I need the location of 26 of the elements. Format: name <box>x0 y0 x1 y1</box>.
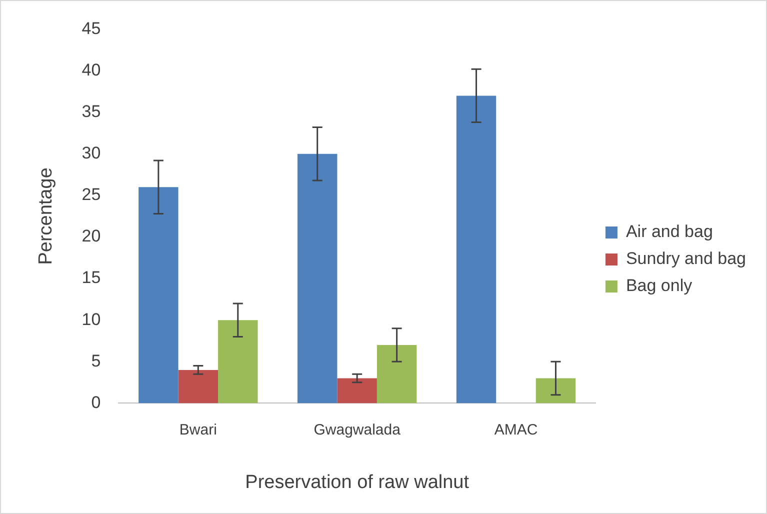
y-tick-label: 45 <box>82 18 101 38</box>
y-tick-label: 20 <box>82 226 101 246</box>
bar <box>138 187 178 404</box>
bar <box>337 378 377 404</box>
bar <box>456 96 496 404</box>
y-tick-label: 15 <box>82 268 101 288</box>
y-tick-label: 25 <box>82 185 101 204</box>
x-tick-label: Bwari <box>179 421 217 438</box>
legend-label: Bag only <box>626 276 693 296</box>
y-tick-label: 5 <box>91 351 101 370</box>
x-axis-title: Preservation of raw walnut <box>245 472 470 493</box>
y-tick-label: 35 <box>82 102 101 121</box>
y-tick-label: 30 <box>82 144 101 163</box>
bar <box>218 320 258 404</box>
legend-label: Sundry and bag <box>626 249 746 268</box>
bar <box>297 154 338 404</box>
y-tick-label: 0 <box>91 392 101 412</box>
bar <box>536 378 576 404</box>
y-tick-label: 10 <box>82 310 101 329</box>
x-tick-label: Gwagwalada <box>314 421 402 438</box>
y-tick-label: 40 <box>82 60 101 80</box>
legend-label: Air and bag <box>626 222 713 242</box>
bar <box>376 345 417 404</box>
bar <box>178 370 218 404</box>
y-axis-title: Percentage <box>36 168 57 265</box>
x-tick-label: AMAC <box>494 421 538 438</box>
